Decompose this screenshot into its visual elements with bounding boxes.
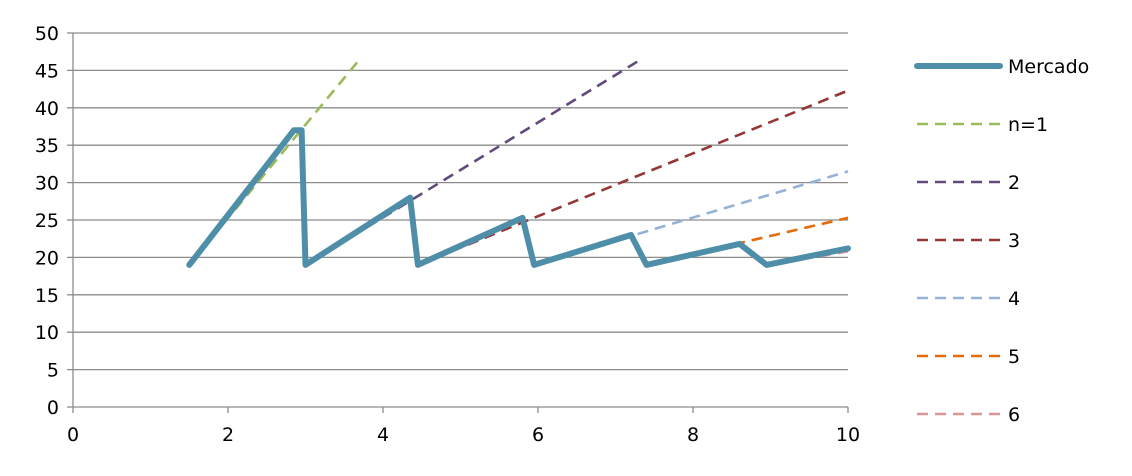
y-tick-label: 10 <box>35 322 59 344</box>
x-tick-label: 10 <box>836 424 860 446</box>
y-tick-label: 45 <box>35 60 59 82</box>
y-tick-label: 0 <box>47 397 59 419</box>
legend-label: Mercado <box>1008 56 1089 78</box>
legend-label: 6 <box>1008 404 1020 426</box>
y-tick-label: 20 <box>35 247 59 269</box>
legend-label: 2 <box>1008 172 1020 194</box>
y-tick-label: 50 <box>35 23 59 45</box>
y-tick-label: 35 <box>35 135 59 157</box>
x-tick-label: 2 <box>222 424 234 446</box>
legend-label: 3 <box>1008 230 1020 252</box>
tick-labels: 0 5 10 15 20 25 30 35 40 45 50 0 2 4 6 8 10 <box>35 23 860 446</box>
axes <box>67 32 849 413</box>
gridlines <box>73 32 848 371</box>
y-tick-label: 25 <box>35 210 59 232</box>
legend-label: 4 <box>1008 288 1020 310</box>
y-tick-label: 30 <box>35 173 59 195</box>
x-tick-label: 0 <box>67 424 79 446</box>
legend-label: 5 <box>1008 346 1020 368</box>
x-tick-label: 8 <box>687 424 699 446</box>
y-tick-label: 15 <box>35 285 59 307</box>
x-tick-label: 6 <box>532 424 544 446</box>
y-tick-label: 5 <box>47 360 59 382</box>
legend: Mercado n=1 2 3 4 5 6 <box>914 56 1089 426</box>
series-line-2 <box>304 59 640 267</box>
series-line-mercado <box>186 127 851 268</box>
projection-lines <box>188 58 849 267</box>
legend-label: n=1 <box>1008 114 1048 136</box>
market-line <box>186 127 851 268</box>
series-line-5 <box>646 216 849 267</box>
x-tick-label: 4 <box>377 424 389 446</box>
y-tick-label: 40 <box>35 98 59 120</box>
